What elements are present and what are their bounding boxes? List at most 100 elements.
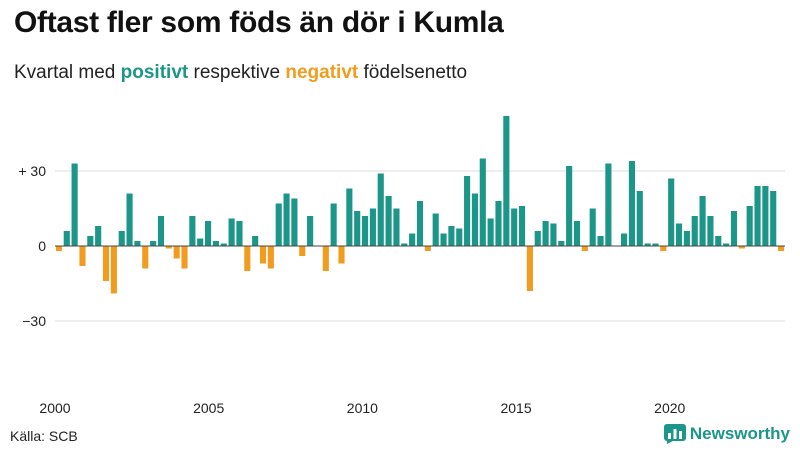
bar xyxy=(636,191,643,246)
bar xyxy=(432,213,439,246)
bar xyxy=(723,243,730,246)
bar xyxy=(322,246,329,271)
bar xyxy=(746,206,753,246)
bar xyxy=(699,196,706,246)
bar xyxy=(338,246,345,264)
bar xyxy=(479,158,486,246)
y-tick-label: + 30 xyxy=(18,163,46,179)
bar xyxy=(558,241,565,246)
bar xyxy=(354,211,361,246)
bar xyxy=(79,246,86,266)
bar xyxy=(573,221,581,246)
y-tick-label: 0 xyxy=(38,238,46,254)
source-note: Källa: SCB xyxy=(10,428,78,444)
bar xyxy=(173,246,180,259)
y-tick-label: −30 xyxy=(22,313,46,329)
bar xyxy=(778,246,785,251)
bar xyxy=(401,243,408,246)
bar xyxy=(448,226,455,246)
bar xyxy=(683,231,690,246)
bar xyxy=(707,216,714,246)
bar xyxy=(220,243,227,246)
bar xyxy=(511,208,518,246)
bar xyxy=(754,186,761,246)
bar xyxy=(566,166,573,246)
bar xyxy=(189,216,196,246)
brand-name: Newsworthy xyxy=(689,424,790,443)
bar xyxy=(212,241,219,246)
bar xyxy=(291,198,298,246)
bar xyxy=(361,216,369,246)
bar xyxy=(668,178,675,246)
bar xyxy=(628,161,635,246)
bar xyxy=(346,188,353,246)
bar xyxy=(605,163,612,246)
bar xyxy=(71,163,78,246)
bar xyxy=(95,226,102,246)
subtitle-post: födelsenetto xyxy=(358,62,468,83)
bar xyxy=(165,246,172,249)
bar xyxy=(118,231,125,246)
bar xyxy=(150,241,157,246)
bar xyxy=(377,173,384,246)
bar xyxy=(464,176,471,246)
x-tick-label: 2005 xyxy=(193,400,224,416)
newsworthy-chart-icon xyxy=(663,424,686,444)
chart-subtitle: Kvartal med positivt respektive negativt… xyxy=(14,62,467,84)
bar xyxy=(518,206,526,246)
bar xyxy=(652,243,659,246)
bar xyxy=(63,231,70,246)
bar xyxy=(228,218,235,246)
bar xyxy=(416,201,424,246)
bar xyxy=(409,233,416,246)
bar xyxy=(236,221,243,246)
bar xyxy=(299,246,306,256)
x-tick-label: 2020 xyxy=(654,400,685,416)
bar xyxy=(534,231,541,246)
bar xyxy=(110,246,117,294)
bar xyxy=(142,246,149,269)
bar xyxy=(660,246,667,251)
bar xyxy=(55,246,62,251)
bar xyxy=(385,196,392,246)
bar xyxy=(542,221,549,246)
bar xyxy=(456,228,463,246)
bar xyxy=(244,246,251,271)
bar xyxy=(550,223,557,246)
bar xyxy=(157,216,165,246)
bar xyxy=(126,193,133,246)
subtitle-mid: respektive xyxy=(188,62,286,83)
bar xyxy=(181,246,188,269)
bar xyxy=(715,236,722,246)
brand-logo: Newsworthy xyxy=(663,424,790,444)
bar xyxy=(102,246,110,281)
bar xyxy=(134,241,141,246)
bar xyxy=(621,233,628,246)
bar xyxy=(307,216,314,246)
bar xyxy=(369,208,376,246)
bar xyxy=(738,246,745,249)
x-tick-label: 2010 xyxy=(347,400,378,416)
bar xyxy=(526,246,533,291)
x-tick-label: 2015 xyxy=(500,400,531,416)
bar xyxy=(730,211,738,246)
bar xyxy=(197,238,204,246)
chart-title: Oftast fler som föds än dör i Kumla xyxy=(14,6,504,39)
bar xyxy=(691,216,698,246)
bar xyxy=(393,208,400,246)
bar xyxy=(770,191,777,246)
bar xyxy=(283,193,290,246)
bar xyxy=(471,193,478,246)
bar xyxy=(675,223,683,246)
bar xyxy=(644,243,651,246)
bar xyxy=(597,236,604,246)
bar xyxy=(252,236,259,246)
bar xyxy=(275,203,282,246)
subtitle-negative-word: negativt xyxy=(285,62,359,83)
bar xyxy=(440,233,447,246)
bar xyxy=(424,246,431,251)
bar xyxy=(87,236,94,246)
bar xyxy=(762,186,769,246)
bar xyxy=(487,218,494,246)
